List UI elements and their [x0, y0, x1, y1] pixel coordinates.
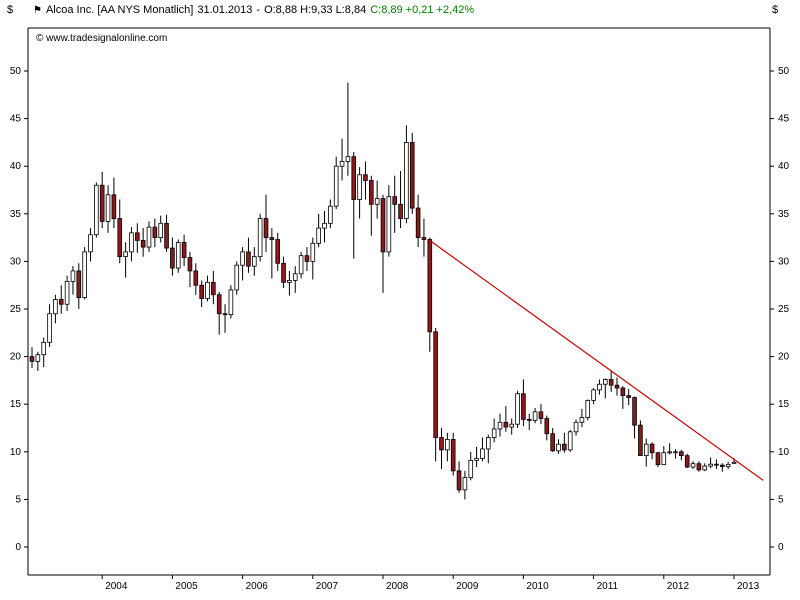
- svg-text:35: 35: [10, 209, 22, 220]
- svg-text:5: 5: [15, 494, 21, 505]
- svg-text:35: 35: [778, 209, 790, 220]
- svg-text:2004: 2004: [105, 581, 128, 592]
- svg-text:2013: 2013: [737, 581, 760, 592]
- svg-text:0: 0: [778, 542, 784, 553]
- svg-text:5: 5: [778, 494, 784, 505]
- svg-text:15: 15: [778, 399, 790, 410]
- copyright-watermark: © www.tradesignalonline.com: [36, 33, 168, 44]
- svg-text:2007: 2007: [316, 581, 339, 592]
- svg-text:0: 0: [15, 542, 21, 553]
- svg-text:2008: 2008: [386, 581, 409, 592]
- svg-text:2009: 2009: [456, 581, 479, 592]
- svg-text:20: 20: [778, 352, 790, 363]
- svg-text:15: 15: [10, 399, 22, 410]
- svg-text:25: 25: [778, 304, 790, 315]
- svg-text:2010: 2010: [526, 581, 549, 592]
- right-axis-currency-label: $: [772, 4, 779, 16]
- svg-text:10: 10: [10, 447, 22, 458]
- separator-dash: -: [256, 4, 261, 16]
- svg-text:45: 45: [10, 114, 22, 125]
- quote-date: 31.01.2013: [197, 4, 253, 16]
- instrument-title: Alcoa Inc. [AA NYS Monatlich]: [45, 4, 194, 16]
- svg-text:2006: 2006: [246, 581, 269, 592]
- svg-text:20: 20: [10, 352, 22, 363]
- svg-text:2012: 2012: [667, 581, 690, 592]
- svg-text:50: 50: [778, 66, 790, 77]
- left-axis-currency-label: $: [7, 4, 14, 16]
- svg-text:30: 30: [10, 256, 22, 267]
- svg-text:40: 40: [778, 161, 790, 172]
- svg-text:2005: 2005: [175, 581, 198, 592]
- instrument-flag-icon: ⚑: [33, 5, 42, 16]
- open-high-low-values: O:8,88 H:9,33 L:8,84: [264, 4, 367, 16]
- close-change-values: C:8,89 +0,21 +2,42%: [370, 4, 475, 16]
- svg-text:25: 25: [10, 304, 22, 315]
- svg-text:30: 30: [778, 256, 790, 267]
- svg-text:45: 45: [778, 114, 790, 125]
- svg-text:50: 50: [10, 66, 22, 77]
- chart-header: ⚑ Alcoa Inc. [AA NYS Monatlich] 31.01.2013…: [33, 3, 478, 18]
- svg-text:40: 40: [10, 161, 22, 172]
- svg-text:10: 10: [778, 447, 790, 458]
- svg-text:2011: 2011: [597, 581, 619, 592]
